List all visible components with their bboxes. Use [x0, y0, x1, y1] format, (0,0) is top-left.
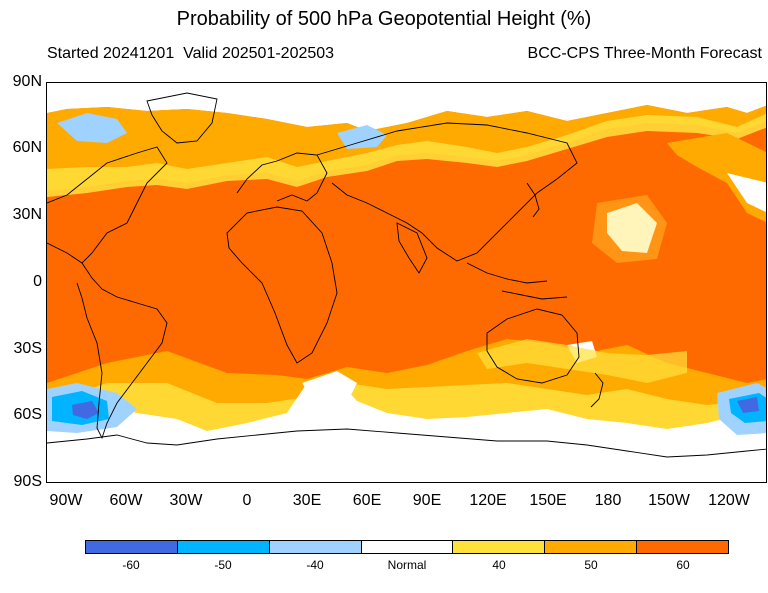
colorbar — [85, 540, 729, 554]
lat-label-60s: 60S — [13, 406, 42, 423]
coast-antarctica — [47, 428, 766, 458]
coast-indonesia — [466, 262, 548, 284]
lon-label-120e: 120E — [469, 492, 507, 509]
coast-asia — [316, 122, 578, 262]
coast-indonesia-south — [501, 290, 568, 300]
lon-label-150e: 150E — [529, 492, 567, 509]
region-low60-sw-pacific — [737, 397, 759, 413]
region-low60-se-pacific — [72, 401, 99, 419]
lon-label-0: 0 — [242, 492, 252, 509]
coast-japan — [526, 182, 540, 218]
colorbar-segment-40 — [453, 541, 546, 553]
lat-label-30s: 30S — [13, 340, 42, 357]
coast-india — [396, 222, 428, 274]
lon-label-120w: 120W — [708, 492, 750, 509]
lat-label-eq: 0 — [33, 273, 42, 290]
map-title: Probability of 500 hPa Geopotential Heig… — [176, 8, 592, 30]
lon-label-90w: 90W — [49, 492, 83, 509]
region-low40-north-europe — [337, 125, 387, 149]
lat-label-60n: 60N — [12, 139, 42, 156]
colorbar-label-60: 60 — [676, 558, 690, 572]
region-high40-north — [47, 113, 766, 197]
lon-label-60w: 60W — [109, 492, 143, 509]
colorbar-segment-50 — [545, 541, 638, 553]
region-normal-nw-america — [727, 173, 766, 213]
colorbar-label-neg40: -40 — [306, 558, 324, 572]
coast-australia — [486, 308, 580, 384]
coast-north-america — [47, 146, 168, 264]
probability-field — [47, 83, 766, 482]
region-high40-australia — [477, 339, 687, 383]
region-high40-central-pacific — [592, 195, 667, 263]
lat-label-30n: 30N — [12, 206, 42, 223]
lon-label-180: 180 — [594, 492, 622, 509]
region-normal-arctic — [47, 83, 766, 131]
forecast-period: Started 20241201 Valid 202501-202503 — [47, 45, 335, 62]
colorbar-segment-neg40 — [269, 541, 362, 553]
lat-label-90n: 90N — [12, 73, 42, 90]
lat-label-90s: 90S — [13, 473, 42, 490]
colorbar-label-normal: Normal — [387, 558, 427, 572]
lon-label-150w: 150W — [648, 492, 690, 509]
region-low40-nw — [57, 113, 127, 143]
forecast-map — [46, 82, 767, 483]
region-high50-alaska — [667, 133, 766, 223]
lon-label-30w: 30W — [169, 492, 203, 509]
lon-label-30e: 30E — [292, 492, 322, 509]
coast-greenland — [146, 92, 218, 144]
colorbar-segment-normal — [361, 541, 454, 553]
colorbar-label-40: 40 — [492, 558, 506, 572]
colorbar-label-neg50: -50 — [214, 558, 232, 572]
forecast-source: BCC-CPS Three-Month Forecast — [527, 45, 762, 62]
coastlines — [47, 92, 766, 458]
colorbar-label-50: 50 — [584, 558, 598, 572]
coast-africa — [226, 206, 338, 364]
lon-label-60e: 60E — [352, 492, 382, 509]
lon-label-90e: 90E — [412, 492, 442, 509]
region-normal-south-atlantic — [302, 371, 357, 405]
coast-new-zealand — [590, 372, 604, 408]
region-normal-antarctic — [47, 379, 766, 482]
colorbar-segment-neg50 — [177, 541, 270, 553]
colorbar-segment-neg60 — [86, 541, 178, 553]
colorbar-segment-60 — [637, 541, 729, 553]
coast-south-america — [76, 262, 168, 440]
colorbar-label-neg60: -60 — [122, 558, 140, 572]
region-normal-central-pacific — [607, 203, 657, 253]
